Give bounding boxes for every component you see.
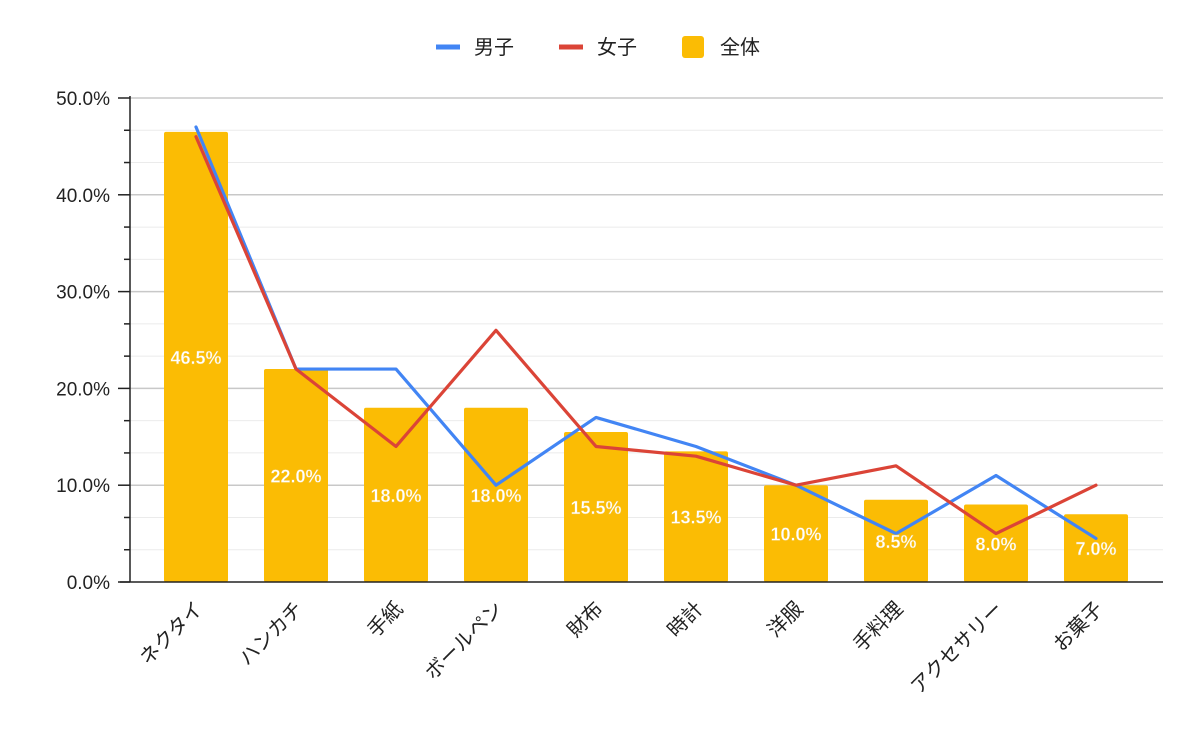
- bar-data-label-7: 8.5%: [875, 532, 916, 552]
- x-tick-label-9: お菓子: [1048, 597, 1107, 656]
- legend: 男子 女子 全体: [436, 35, 760, 59]
- bar-data-label-3: 18.0%: [470, 486, 521, 506]
- axes: [118, 96, 1163, 583]
- x-tick-label-8: アクセサリー: [906, 597, 1008, 699]
- bar-3: [464, 407, 528, 582]
- bar-5: [664, 451, 728, 582]
- bar-0: [164, 131, 228, 582]
- legend-label-1: 女子: [597, 35, 637, 59]
- x-tick-label-1: ハンカチ: [234, 597, 308, 671]
- y-tick-label-4: 40.0%: [56, 186, 110, 207]
- legend-swatch-2: [682, 36, 704, 58]
- x-tick-label-5: 時計: [662, 597, 707, 642]
- x-tick-label-4: 財布: [562, 597, 607, 642]
- bar-data-label-5: 13.5%: [670, 508, 721, 528]
- bar-data-label-4: 15.5%: [570, 498, 621, 518]
- y-tick-label-0: 0.0%: [67, 573, 110, 594]
- bar-data-label-9: 7.0%: [1075, 539, 1116, 559]
- x-tick-label-0: ネクタイ: [135, 597, 208, 670]
- bar-2: [364, 407, 428, 582]
- bars: [164, 131, 1128, 582]
- bar-data-label-8: 8.0%: [975, 534, 1016, 554]
- bar-1: [264, 369, 328, 582]
- series-lines: [194, 125, 1098, 541]
- bar-data-label-1: 22.0%: [270, 467, 321, 487]
- y-tick-label-3: 30.0%: [56, 283, 110, 304]
- y-tick-label-1: 10.0%: [56, 476, 110, 497]
- bar-data-label-2: 18.0%: [370, 486, 421, 506]
- bar-7: [864, 499, 928, 582]
- x-tick-label-3: ボールペン: [420, 597, 508, 685]
- bar-labels: 46.5% 22.0% 18.0% 18.0% 15.5% 13.5% 10.0% 8.5% 8…: [170, 348, 1116, 560]
- bar-4: [564, 431, 628, 582]
- x-tick-label-2: 手紙: [362, 597, 407, 642]
- bar-data-label-0: 46.5%: [170, 348, 221, 368]
- legend-label-2: 全体: [720, 35, 760, 59]
- series-line-1: [194, 135, 1098, 536]
- y-tick-label-2: 20.0%: [56, 379, 110, 400]
- series-line-0: [194, 125, 1098, 541]
- x-tick-label-6: 洋服: [762, 597, 807, 642]
- bar-data-label-6: 10.0%: [770, 525, 821, 545]
- y-tick-labels: 0.0% 10.0% 20.0% 30.0% 40.0% 50.0%: [56, 89, 110, 594]
- legend-label-0: 男子: [474, 35, 514, 59]
- x-tick-label-7: 手料理: [848, 597, 907, 656]
- bar-9: [1064, 514, 1128, 582]
- y-tick-label-5: 50.0%: [56, 89, 110, 110]
- bar-6: [764, 485, 828, 582]
